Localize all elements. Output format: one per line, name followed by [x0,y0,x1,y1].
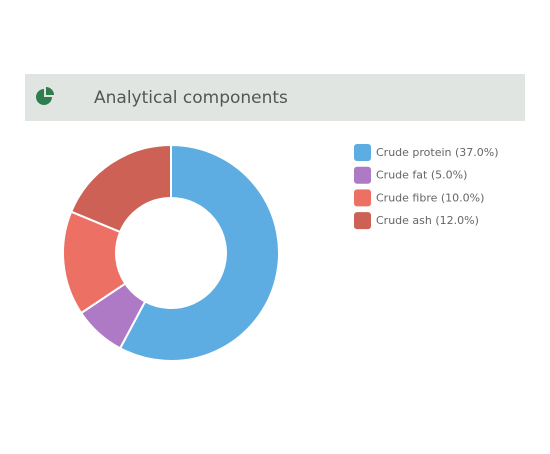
donut-segment [118,143,280,362]
header-bar [25,74,525,121]
legend-swatch [354,189,371,207]
legend-label: Crude fibre (10.0%) [376,191,484,204]
legend-swatch [354,166,371,184]
legend-swatch [354,144,371,161]
legend-swatch [354,212,371,230]
legend-label: Crude fat (5.0%) [376,169,467,182]
header-icon [36,87,54,105]
legend-label: Crude protein (37.0%) [376,146,499,159]
chart-title: Analytical components [94,88,288,108]
donut-segment [69,143,172,234]
legend-label: Crude ash (12.0%) [376,214,479,227]
